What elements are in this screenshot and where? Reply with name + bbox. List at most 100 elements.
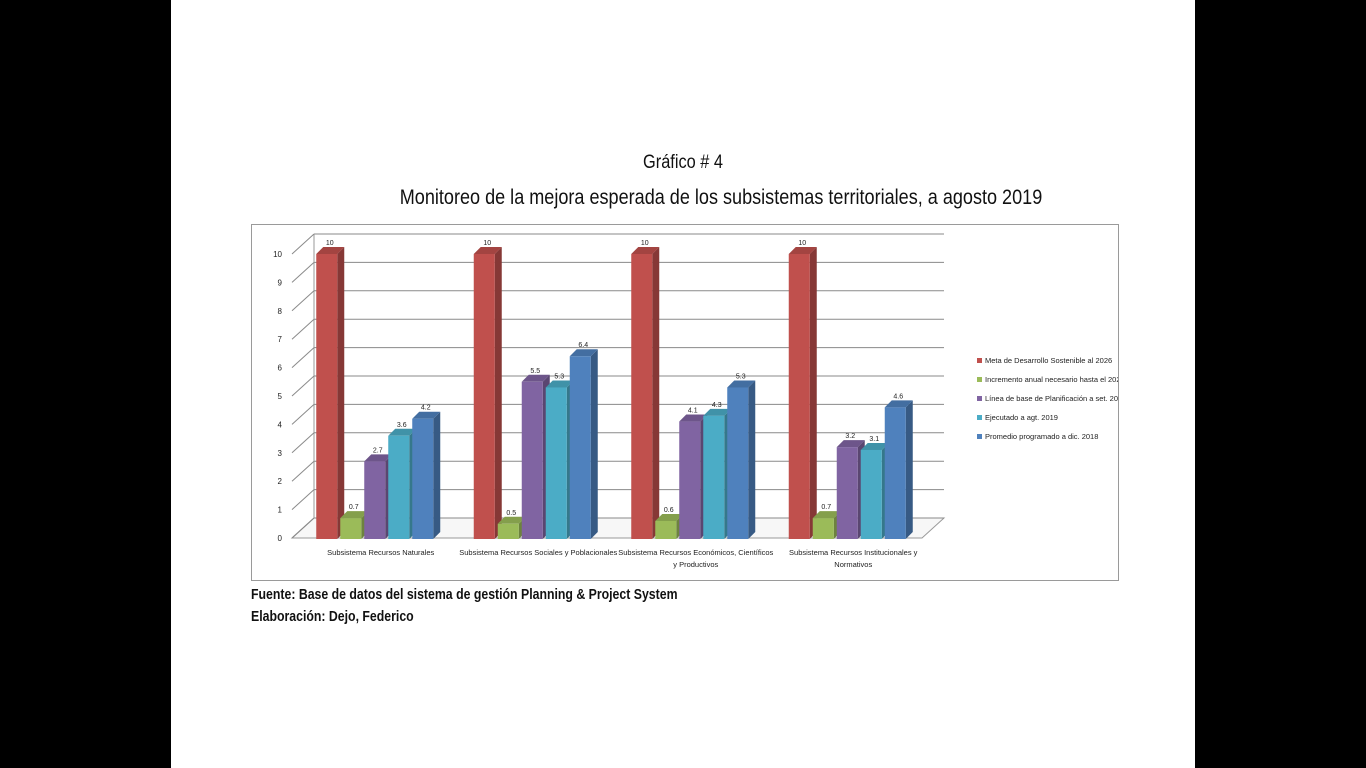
data-label: 4.2 <box>421 405 431 412</box>
legend-label: Meta de Desarrollo Sostenible al 2026 <box>985 356 1112 365</box>
y-tick-label: 1 <box>278 506 283 515</box>
bar-side <box>590 349 598 539</box>
grid-side-line <box>291 517 315 539</box>
category-label: y Productivos <box>673 560 718 569</box>
bar <box>788 254 810 539</box>
bar-side <box>433 411 441 539</box>
data-label: 10 <box>798 240 806 247</box>
y-tick-label: 6 <box>278 364 283 373</box>
grid-side-line <box>291 262 315 283</box>
figure-number: Gráfico # 4 <box>643 152 723 173</box>
data-label: 4.3 <box>712 402 722 409</box>
legend-label: Promedio programado a dic. 2018 <box>985 432 1098 441</box>
bar <box>884 407 906 539</box>
bar-top <box>364 454 393 462</box>
data-label: 0.7 <box>821 504 831 511</box>
bar <box>521 381 543 539</box>
data-label: 5.3 <box>554 373 564 380</box>
data-label: 3.1 <box>869 436 879 443</box>
bar <box>679 421 701 539</box>
y-tick-label: 5 <box>278 392 283 401</box>
bar-chart: 0 1 2 3 4 5 6 7 8 9 10 10 0.7 2.7 3.6 4.2 Subsistema Rec… <box>273 233 1118 569</box>
legend-swatch <box>977 415 982 420</box>
bar-side <box>337 247 345 539</box>
bar <box>836 447 858 539</box>
data-label: 10 <box>483 240 491 247</box>
category-label: Subsistema Recursos Institucionales y <box>789 548 918 557</box>
bar <box>316 254 338 539</box>
data-label: 4.1 <box>688 408 698 415</box>
chart-frame: 0 1 2 3 4 5 6 7 8 9 10 10 0.7 2.7 3.6 4.2 Subsistema Rec… <box>251 224 1119 581</box>
bar-top <box>655 513 684 521</box>
bar <box>631 254 653 539</box>
legend-swatch <box>977 396 982 401</box>
data-label: 0.6 <box>664 507 674 514</box>
bar-side <box>809 247 817 539</box>
bar <box>412 418 434 539</box>
category-label: Subsistema Recursos Naturales <box>327 548 434 557</box>
source-note: Fuente: Base de datos del sistema de ges… <box>251 586 678 603</box>
category-label: Subsistema Recursos Sociales y Poblacion… <box>459 548 617 557</box>
bar-top <box>412 411 441 419</box>
bar <box>473 254 495 539</box>
bar-top <box>703 408 732 416</box>
y-tick-label: 3 <box>278 449 283 458</box>
legend-swatch <box>977 434 982 439</box>
bar <box>388 435 410 539</box>
bar <box>727 387 749 539</box>
bar-top <box>679 414 708 422</box>
author-note: Elaboración: Dejo, Federico <box>251 608 414 625</box>
grid-side-line <box>291 460 315 482</box>
bar-top <box>631 247 660 254</box>
bar-top <box>836 440 865 448</box>
figure-title: Monitoreo de la mejora esperada de los s… <box>399 186 1043 209</box>
bar-side <box>748 380 756 539</box>
bar-side <box>494 247 502 539</box>
legend-swatch <box>977 377 982 382</box>
data-label: 10 <box>641 240 649 247</box>
bar-top <box>727 380 756 388</box>
slide: Gráfico # 4 Monitoreo de la mejora esper… <box>171 0 1195 768</box>
y-tick-label: 4 <box>278 420 283 429</box>
bar-top <box>316 247 345 254</box>
bar <box>703 415 725 539</box>
data-label: 3.2 <box>845 433 855 440</box>
legend-label: Línea de base de Planificación a set. 20… <box>985 394 1118 403</box>
y-tick-label: 10 <box>273 250 282 259</box>
bar <box>545 387 567 539</box>
y-tick-label: 2 <box>278 477 283 486</box>
bar-top <box>569 349 598 357</box>
grid-side-line <box>291 233 315 255</box>
grid-side-line <box>291 489 315 510</box>
legend-swatch <box>977 358 982 363</box>
bar <box>655 520 677 539</box>
bar-top <box>340 511 369 519</box>
category-label: Normativos <box>834 560 872 569</box>
grid-side-line <box>291 347 315 368</box>
bar-side <box>652 247 660 539</box>
data-label: 4.6 <box>893 393 903 400</box>
data-label: 5.5 <box>530 368 540 375</box>
grid-side-line <box>291 375 315 397</box>
grid-side-line <box>291 318 315 340</box>
notes: Fuente: Base de datos del sistema de ges… <box>251 584 678 628</box>
bar-top <box>860 442 889 450</box>
y-tick-label: 8 <box>278 307 283 316</box>
bar-top <box>545 380 574 388</box>
y-tick-label: 0 <box>278 534 283 543</box>
data-label: 0.7 <box>349 504 359 511</box>
bar-top <box>788 247 817 254</box>
bar <box>812 518 834 539</box>
data-label: 5.3 <box>736 373 746 380</box>
bar <box>569 356 591 539</box>
data-label: 6.4 <box>578 342 588 349</box>
data-label: 10 <box>326 240 334 247</box>
data-label: 3.6 <box>397 422 407 429</box>
bar-top <box>884 400 913 408</box>
grid-side-line <box>291 290 315 312</box>
legend-label: Incremento anual necesario hasta el 2026 <box>985 375 1118 384</box>
bar <box>860 449 882 539</box>
bar-top <box>521 374 550 382</box>
bar-top <box>497 516 526 524</box>
bar <box>340 518 362 539</box>
